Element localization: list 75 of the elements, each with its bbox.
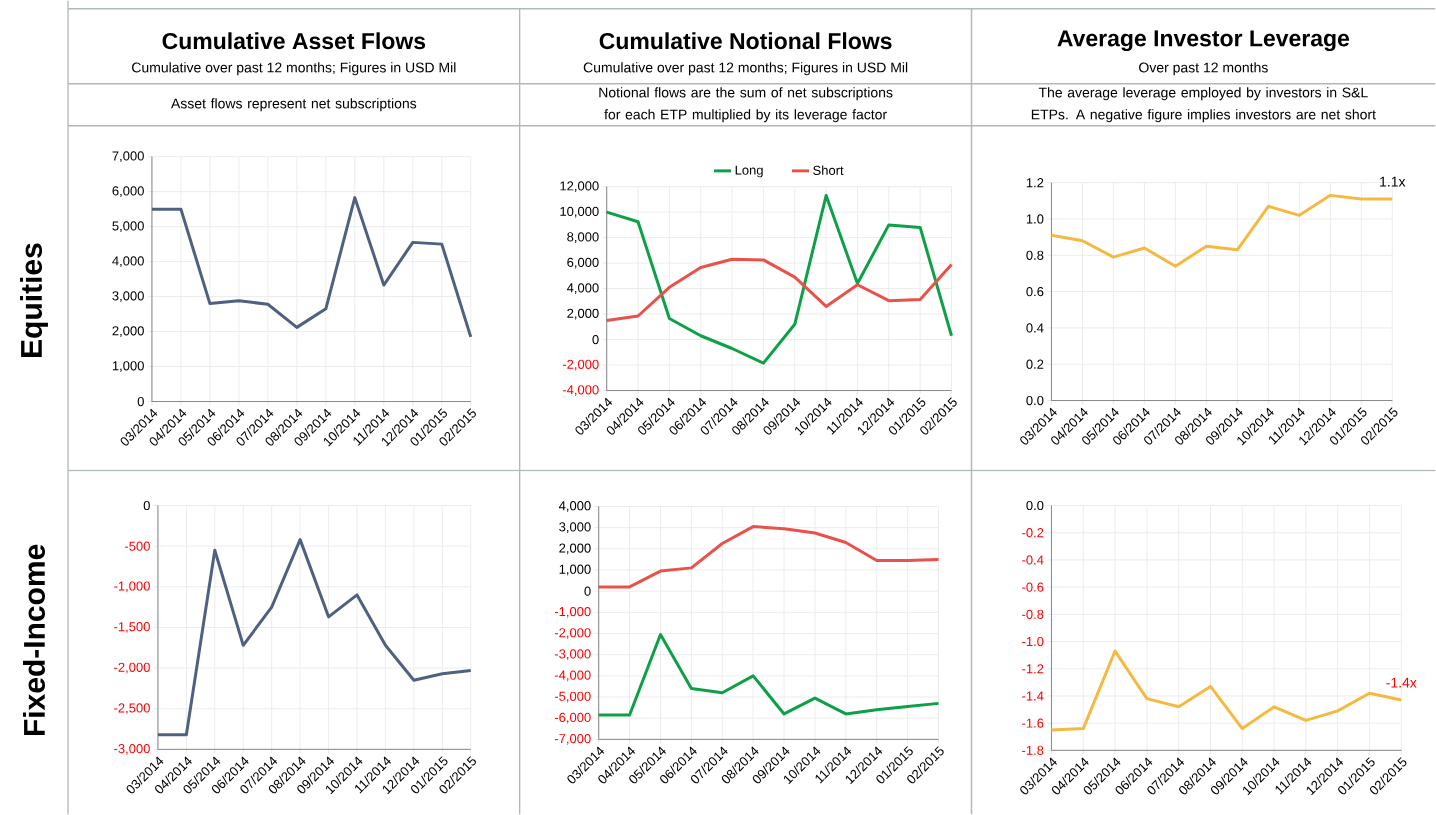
y-tick-label: 2,000 — [559, 543, 591, 555]
y-tick-label: 0.0 — [1026, 500, 1044, 511]
line-series — [605, 194, 954, 365]
y-tick-label: -2,000 — [562, 359, 599, 371]
line-series — [597, 633, 941, 717]
line-series — [1049, 193, 1394, 268]
y-tick-label: 2,000 — [112, 326, 144, 337]
y-tick-label: 6,000 — [567, 257, 599, 269]
y-tick-label: -500 — [124, 541, 150, 551]
y-tick-label: 2,000 — [567, 308, 599, 320]
y-tick-label: -5,000 — [554, 691, 591, 703]
chart-title: Cumulative Asset Flows — [162, 32, 426, 50]
y-tick-label: 5,000 — [112, 221, 144, 232]
y-axis-title: Fixed-Income — [22, 544, 46, 736]
y-tick-label: -2,500 — [114, 703, 150, 715]
annotation: -1.4x — [1386, 677, 1417, 688]
text: The average leverage employed by investors in S&L ETPs. A negative figure implies investors are net short — [1031, 87, 1376, 123]
line-series — [156, 538, 473, 737]
y-tick-label: 1,000 — [559, 564, 591, 576]
y-tick-label: -1.8 — [1022, 745, 1044, 755]
y-tick-label: 0.2 — [1026, 359, 1044, 369]
y-tick-label: -1,500 — [114, 622, 150, 633]
y-tick-label: -1,000 — [554, 606, 591, 618]
y-tick-label: -1.6 — [1022, 718, 1044, 728]
legend-label: Short — [813, 165, 844, 175]
line-series — [597, 525, 941, 589]
y-tick-label: 4,000 — [558, 501, 591, 512]
y-tick-label: -0.2 — [1022, 528, 1044, 538]
y-tick-label: 12,000 — [560, 181, 599, 192]
y-tick-label: 7,000 — [112, 151, 144, 163]
y-tick-label: 0.6 — [1026, 286, 1044, 297]
y-tick-label: 0.0 — [1026, 395, 1044, 406]
y-tick-label: -6,000 — [554, 712, 591, 724]
chart-title: Average Investor Leverage — [1057, 30, 1350, 52]
y-tick-label: 10,000 — [560, 206, 599, 218]
y-tick-label: 1.0 — [1026, 214, 1044, 224]
y-tick-label: -2,000 — [114, 662, 150, 674]
annotation: 1.1x — [1380, 176, 1406, 187]
y-tick-label: 0 — [137, 396, 144, 407]
y-tick-label: -1,000 — [114, 581, 150, 593]
y-tick-label: -0.6 — [1022, 582, 1044, 592]
chart-title: Cumulative Notional Flows — [599, 32, 892, 50]
legend-label: Long — [735, 165, 763, 178]
y-tick-label: -0.8 — [1022, 609, 1044, 619]
y-tick-label: -1.2 — [1022, 664, 1044, 674]
chart-subtitle: Cumulative over past 12 months; Figures in USD Mil — [132, 62, 456, 76]
y-tick-label: -3,000 — [114, 743, 150, 755]
y-tick-label: 6,000 — [112, 186, 144, 197]
y-tick-label: 0.8 — [1026, 250, 1044, 260]
y-tick-label: 0 — [584, 586, 591, 596]
y-tick-label: 1.2 — [1026, 178, 1044, 188]
chart-subtitle: Over past 12 months — [1139, 62, 1268, 76]
y-axis-title: Equities — [20, 243, 48, 357]
text: Notional flows are the sum of net subscriptions for each ETP multiplied by its leverage factor — [599, 87, 893, 123]
y-tick-label: 0 — [143, 500, 150, 511]
line-series — [605, 257, 954, 322]
y-tick-label: 4,000 — [112, 256, 144, 267]
line-series — [150, 196, 473, 339]
y-tick-label: -0.4 — [1022, 555, 1044, 565]
y-tick-label: -3,000 — [554, 649, 591, 661]
text: Asset flows represent net subscriptions — [171, 98, 417, 112]
y-tick-label: -1.0 — [1022, 636, 1044, 647]
y-tick-label: 1,000 — [112, 361, 144, 372]
y-tick-label: -7,000 — [554, 733, 591, 745]
y-tick-label: -4,000 — [562, 385, 599, 396]
y-tick-label: 0.4 — [1026, 323, 1044, 333]
y-tick-label: 3,000 — [559, 522, 591, 533]
y-tick-label: 3,000 — [112, 291, 144, 302]
y-tick-label: 4,000 — [566, 283, 599, 294]
y-tick-label: 0 — [592, 334, 599, 345]
y-tick-label: -1.4 — [1022, 691, 1044, 701]
y-tick-label: -2,000 — [554, 628, 591, 639]
y-tick-label: -4,000 — [554, 670, 591, 682]
y-tick-label: 8,000 — [567, 232, 599, 243]
chart-subtitle: Cumulative over past 12 months; Figures in USD Mil — [583, 62, 908, 76]
